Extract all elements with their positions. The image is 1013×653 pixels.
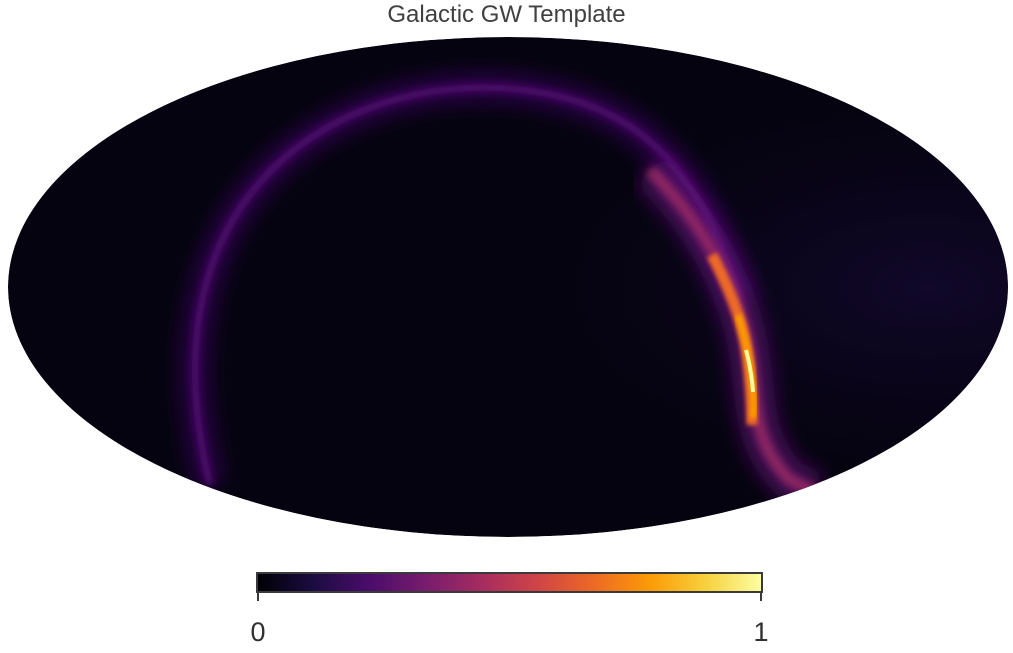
map-edge-glow [8,37,1008,537]
colorbar [256,572,763,593]
map-area [8,37,1008,537]
chart-title: Galactic GW Template [387,1,626,28]
bright-arc-hotspot [744,349,755,393]
colorbar-tick-label-min: 0 [250,617,265,647]
colorbar-tick-label-max: 1 [753,617,768,647]
